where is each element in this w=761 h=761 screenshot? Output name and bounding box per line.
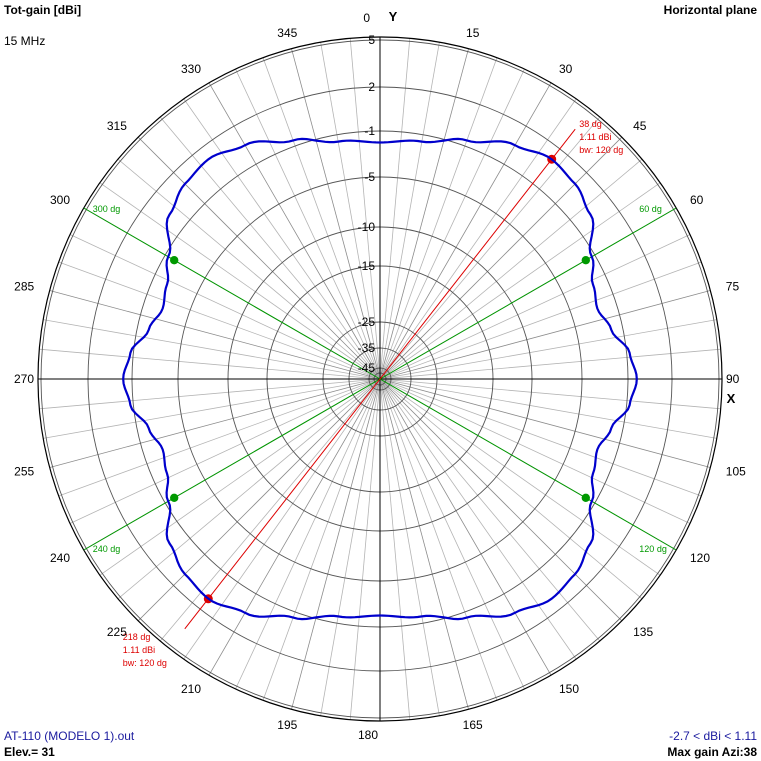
azimuth-tick-label: 120 [690, 551, 710, 565]
azimuth-tick-label: 255 [14, 465, 34, 479]
gain-tick-label: -15 [358, 259, 376, 273]
max-gain-bw-label: bw: 120 dg [123, 658, 167, 668]
gain-tick-label: -1 [364, 124, 375, 138]
azimuth-tick-label: 330 [181, 62, 201, 76]
azimuth-tick-label: 90 [726, 372, 740, 386]
plot-labels: 0153045607590105120135150165180195210225… [14, 9, 746, 742]
radial-gridline [262, 57, 381, 380]
gain-tick-label: -35 [358, 341, 376, 355]
max-gain-bw-label: bw: 120 dg [579, 145, 623, 155]
gain-pattern [122, 137, 638, 621]
beamwidth-line [379, 378, 677, 551]
azimuth-tick-label: 300 [50, 193, 70, 207]
radial-gridline [291, 378, 381, 710]
gain-tick-label: 2 [368, 80, 375, 94]
azimuth-tick-label: 0 [363, 11, 370, 25]
radial-gridline [379, 48, 469, 380]
radial-gridline [379, 378, 525, 690]
beamwidth-label: 60 dg [639, 204, 662, 214]
pattern-series-line [122, 137, 638, 621]
beamwidth-line [83, 378, 381, 551]
radial-gridline [379, 378, 498, 701]
azimuth-tick-label: 180 [358, 728, 378, 742]
gain-markers: 60 dg 120 dg 240 dg 300 dg 38 dg 1.11 dBi bw: … [83, 119, 677, 668]
radial-gridline [58, 261, 381, 380]
beamwidth-label: 240 dg [93, 544, 121, 554]
azimuth-tick-label: 240 [50, 551, 70, 565]
plane-label: Horizontal plane [663, 3, 757, 17]
gain-tick-label: 5 [368, 33, 375, 47]
max-gain-value-label: 1.11 dBi [123, 645, 155, 655]
chart-title: Tot-gain [dBi] [4, 3, 82, 17]
radial-gridline [235, 378, 381, 690]
radial-gridline [49, 378, 381, 468]
azimuth-tick-label: 225 [107, 625, 127, 639]
radial-gridline [379, 378, 711, 468]
radial-gridline [379, 261, 702, 380]
radial-gridline [379, 378, 691, 524]
max-gain-angle-label: 218 dg [123, 632, 151, 642]
gain-range-label: -2.7 < dBi < 1.11 [669, 729, 757, 743]
max-gain-label: Max gain Azi:38 [667, 745, 757, 759]
radial-gridline [291, 48, 381, 380]
radial-gridline [379, 234, 691, 380]
beamwidth-point [170, 493, 179, 502]
azimuth-tick-label: 150 [559, 682, 579, 696]
azimuth-tick-label: 105 [726, 465, 746, 479]
gain-tick-label: -10 [358, 220, 376, 234]
radial-gridline [379, 57, 498, 380]
azimuth-tick-label: 45 [633, 119, 647, 133]
azimuth-tick-label: 345 [277, 26, 297, 40]
radial-gridline [262, 378, 381, 701]
max-gain-angle-label: 38 dg [579, 119, 602, 129]
radial-gridline [58, 378, 381, 497]
azimuth-tick-label: 195 [277, 718, 297, 732]
gain-tick-label: -45 [358, 361, 376, 375]
azimuth-tick-label: 75 [726, 279, 740, 293]
beamwidth-point [581, 493, 590, 502]
beamwidth-label: 120 dg [639, 544, 667, 554]
gain-tick-label: -25 [358, 315, 376, 329]
azimuth-tick-label: 285 [14, 279, 34, 293]
y-axis-label: Y [389, 9, 398, 24]
gain-tick-label: -5 [364, 170, 375, 184]
azimuth-tick-label: 210 [181, 682, 201, 696]
elevation-label: Elev.= 31 [4, 745, 55, 759]
azimuth-tick-label: 270 [14, 372, 34, 386]
max-gain-line [184, 128, 576, 630]
radial-gridline [49, 290, 381, 380]
x-axis-label: X [727, 391, 736, 406]
azimuth-tick-label: 15 [466, 26, 480, 40]
radial-gridline [379, 378, 469, 710]
radial-gridline [379, 68, 525, 380]
azimuth-tick-label: 30 [559, 62, 573, 76]
source-file-label: AT-110 (MODELO 1).out [4, 729, 135, 743]
radial-gridline [379, 290, 711, 380]
radial-gridline [69, 378, 381, 524]
azimuth-tick-label: 165 [463, 718, 483, 732]
beamwidth-line [83, 207, 381, 380]
beamwidth-label: 300 dg [93, 204, 121, 214]
azimuth-tick-label: 135 [633, 625, 653, 639]
frequency-label: 15 MHz [4, 34, 46, 48]
radial-gridline [379, 378, 702, 497]
max-gain-value-label: 1.11 dBi [579, 132, 611, 142]
beamwidth-point [581, 256, 590, 265]
beamwidth-line [379, 207, 677, 380]
radial-gridline [69, 234, 381, 380]
beamwidth-point [170, 256, 179, 265]
azimuth-tick-label: 315 [107, 119, 127, 133]
azimuth-tick-label: 60 [690, 193, 704, 207]
